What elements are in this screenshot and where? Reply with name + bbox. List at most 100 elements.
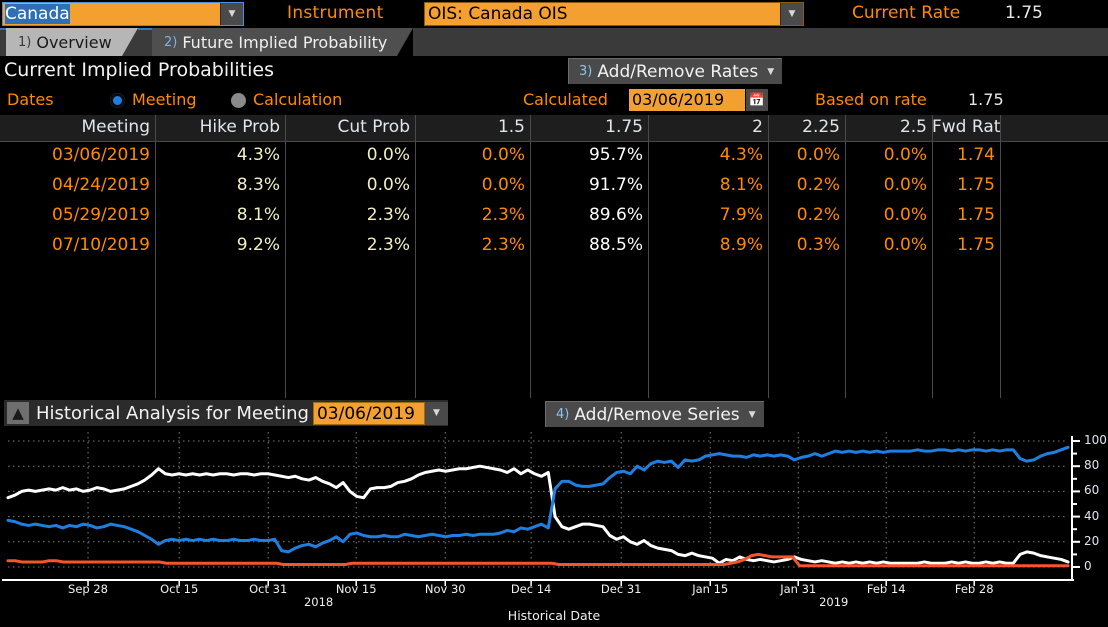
table-header-1-75[interactable]: 1.75 (605, 117, 643, 137)
add-remove-rates-button[interactable]: 3) Add/Remove Rates ▼ (568, 58, 783, 84)
add-remove-series-number: 4) (556, 407, 570, 422)
table-cell-r200: 8.9% (719, 235, 763, 255)
security-dropdown-button[interactable]: ▼ (220, 3, 243, 25)
table-column-divider (155, 115, 156, 398)
table-column-divider (1000, 115, 1001, 398)
radio-calculation-label[interactable]: Calculation (253, 90, 343, 109)
chart-x-tick-label: Nov 30 (424, 582, 466, 596)
section-title: Current Implied Probabilities (4, 59, 274, 81)
table-row[interactable]: 07/10/2019 9.2% 2.3% 2.3% 88.5% 8.9% 0.3% 0.0% 1… (0, 233, 1108, 263)
instrument-dropdown-button[interactable]: ▼ (780, 3, 803, 25)
tab-overview-label: Overview (36, 32, 112, 52)
table-cell-meeting: 05/29/2019 (52, 205, 150, 225)
table-cell-hike: 8.1% (236, 205, 280, 225)
tab-overview[interactable]: 1) Overview (6, 28, 138, 56)
table-cell-r225: 0.2% (796, 175, 840, 195)
table-cell-cut: 0.0% (366, 145, 410, 165)
table-header-hike-prob[interactable]: Hike Prob (199, 117, 280, 137)
calculated-label: Calculated (523, 90, 608, 109)
based-on-rate-value: 1.75 (968, 90, 1004, 109)
chart-y-tick-label: 0 (1084, 559, 1092, 573)
instrument-input-value[interactable]: OIS: Canada OIS (425, 3, 780, 25)
instrument-input[interactable]: OIS: Canada OIS ▼ (424, 2, 804, 26)
chart-series-line (6, 445, 1070, 554)
table-cell-hike: 4.3% (236, 145, 280, 165)
tab-overview-number: 1) (18, 34, 32, 50)
historical-meeting-dropdown-button[interactable]: ▼ (424, 401, 448, 425)
table-cell-r150: 2.3% (481, 235, 525, 255)
chart-canvas (2, 432, 1080, 586)
table-cell-cut: 2.3% (366, 235, 410, 255)
table-header-1-5[interactable]: 1.5 (497, 117, 525, 137)
dates-label: Dates (7, 90, 54, 109)
radio-calculation[interactable] (231, 93, 246, 108)
table-column-divider (285, 115, 286, 398)
add-remove-series-button[interactable]: 4) Add/Remove Series ▼ (545, 401, 764, 427)
top-bar: Canada ▼ Instrument OIS: Canada OIS ▼ Cu… (0, 0, 1108, 28)
calculated-date-input[interactable]: 03/06/2019 (629, 89, 745, 111)
chart-x-tick-label: Feb 28 (954, 582, 994, 596)
table-header-meeting[interactable]: Meeting (81, 117, 150, 137)
chart-x-tick-label: Feb 14 (866, 582, 906, 596)
table-header-2-25[interactable]: 2.25 (802, 117, 840, 137)
table-header-2-5[interactable]: 2.5 (899, 117, 927, 137)
chart-x-tick-label: Nov 15 (335, 582, 377, 596)
tab-future-number: 2) (164, 34, 178, 50)
table-header-2[interactable]: 2 (752, 117, 763, 137)
security-input[interactable]: Canada ▼ (2, 2, 244, 26)
security-input-text: Canada (5, 4, 70, 24)
table-cell-r250: 0.0% (883, 145, 927, 165)
table-cell-r175: 88.5% (588, 235, 643, 255)
table-cell-r150: 2.3% (481, 205, 525, 225)
table-column-divider (845, 115, 846, 398)
table-cell-r150: 0.0% (481, 175, 525, 195)
implied-probabilities-table: Meeting Hike Prob Cut Prob 1.5 1.75 2 2.25 2.5 F… (0, 115, 1108, 398)
chart-series-line (6, 464, 1070, 565)
table-cell-r150: 0.0% (481, 145, 525, 165)
table-column-divider (768, 115, 769, 398)
chart-x-tick-label: Dec 31 (600, 582, 642, 596)
table-cell-meeting: 07/10/2019 (52, 235, 150, 255)
security-input-value[interactable]: Canada (3, 3, 220, 25)
table-cell-fwd: 1.75 (957, 175, 995, 195)
instrument-label: Instrument (287, 3, 384, 23)
chart-x-tick-label: Sep 28 (68, 582, 108, 596)
table-header-cut-prob[interactable]: Cut Prob (337, 117, 410, 137)
add-remove-series-label: Add/Remove Series (574, 404, 740, 425)
historical-meeting-date-input[interactable]: 03/06/2019 (312, 401, 425, 425)
table-header-divider (0, 141, 1108, 142)
radio-meeting[interactable] (110, 93, 125, 108)
current-rate-value: 1.75 (1005, 3, 1043, 23)
table-header-fwd-rate[interactable]: Fwd Rate (932, 117, 1000, 137)
chart-x-tick-label: Oct 15 (160, 582, 199, 596)
chart-x-tick-label: Jan 15 (692, 582, 729, 596)
table-cell-fwd: 1.74 (957, 145, 995, 165)
based-on-rate-label: Based on rate (815, 90, 927, 109)
chevron-up-double-icon[interactable]: ▲ (7, 402, 29, 424)
calendar-icon[interactable]: 📅 (746, 89, 768, 111)
chart-y-tick-label: 80 (1084, 458, 1100, 473)
tab-future-implied-probability[interactable]: 2) Future Implied Probability (152, 28, 414, 56)
chart-y-tick-label: 100 (1084, 433, 1107, 447)
chart-year-label: 2018 (303, 595, 334, 609)
chart-x-tick-label: Oct 31 (249, 582, 288, 596)
historical-analysis-title: Historical Analysis for Meeting (36, 402, 309, 424)
radio-meeting-label[interactable]: Meeting (132, 90, 197, 109)
dates-row: Dates Meeting Calculation Calculated 03/… (0, 86, 1108, 114)
chart-x-tick-label: Jan 31 (780, 582, 817, 596)
table-header-row (0, 115, 1108, 141)
add-remove-rates-label: Add/Remove Rates (597, 61, 759, 82)
table-cell-r175: 89.6% (588, 205, 643, 225)
table-cell-fwd: 1.75 (957, 235, 995, 255)
historical-analysis-bar-inner: ▲ Historical Analysis for Meeting 03/06/… (4, 400, 448, 426)
table-cell-r225: 0.3% (796, 235, 840, 255)
chart-year-label: 2019 (819, 595, 849, 609)
table-row[interactable]: 04/24/2019 8.3% 0.0% 0.0% 91.7% 8.1% 0.2% 0.0% 1… (0, 173, 1108, 203)
table-cell-r250: 0.0% (883, 235, 927, 255)
table-row[interactable]: 03/06/2019 4.3% 0.0% 0.0% 95.7% 4.3% 0.0% 0.0% 1… (0, 143, 1108, 173)
table-column-divider (415, 115, 416, 398)
table-column-divider (932, 115, 933, 398)
tab-future-label: Future Implied Probability (182, 32, 388, 52)
table-row[interactable]: 05/29/2019 8.1% 2.3% 2.3% 89.6% 7.9% 0.2% 0.0% 1… (0, 203, 1108, 233)
